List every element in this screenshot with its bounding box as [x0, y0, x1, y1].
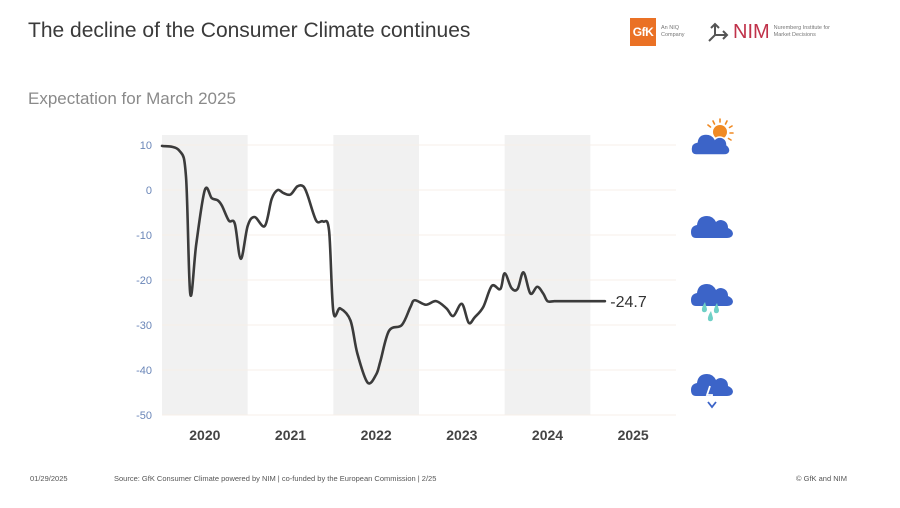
y-tick-label: 10: [140, 140, 152, 152]
cloud-rain-icon: [691, 284, 733, 322]
cloud-sun-icon: [690, 118, 734, 156]
footer-date: 01/29/2025: [30, 474, 68, 483]
logos: GfK An NIQ Company NIM Nuremberg Institu…: [630, 17, 834, 47]
y-tick-label: -30: [136, 320, 152, 332]
y-tick-label: -10: [136, 230, 152, 242]
footer-source: Source: GfK Consumer Climate powered by …: [114, 474, 437, 483]
x-tick-label: 2021: [275, 427, 306, 443]
x-tick-label: 2023: [446, 427, 477, 443]
y-tick-label: -40: [136, 365, 152, 377]
nim-tagline: Nuremberg Institute for Market Decisions: [773, 25, 830, 38]
gridlines: [162, 144, 676, 416]
nim-mark: NIM: [733, 20, 770, 43]
cloud-icon: [691, 216, 733, 238]
nim-arrow-icon: [708, 22, 729, 42]
shaded-years: [162, 135, 591, 415]
footer-copyright: © GfK and NIM: [796, 474, 847, 483]
x-tick-label: 2024: [532, 427, 563, 443]
chart-subtitle: Expectation for March 2025: [28, 89, 236, 108]
gfk-logo: GfK: [630, 18, 656, 46]
shaded-year-2020: [162, 135, 248, 415]
cloud-lightning-icon: [691, 374, 733, 409]
y-axis-ticks: 10 0 -10 -20 -30 -40 -50: [136, 140, 152, 422]
y-tick-label: 0: [146, 185, 152, 197]
nim-logo: NIM Nuremberg Institute for Market Decis…: [705, 21, 834, 44]
shaded-year-2022: [333, 135, 419, 415]
x-tick-label: 2020: [189, 427, 220, 443]
y-tick-label: -50: [136, 410, 152, 422]
series-line-consumer-climate: [160, 144, 607, 385]
x-tick-label: 2025: [618, 427, 649, 443]
shaded-year-2024: [504, 135, 591, 415]
x-axis-ticks: 2020 2021 2022 2023 2024 2025: [189, 427, 649, 443]
latest-value-label: -24.7: [610, 294, 647, 311]
gfk-tagline: An NIQ Company: [661, 25, 685, 38]
y-tick-label: -20: [136, 275, 152, 287]
page-title: The decline of the Consumer Climate cont…: [28, 19, 471, 42]
x-tick-label: 2022: [361, 427, 392, 443]
